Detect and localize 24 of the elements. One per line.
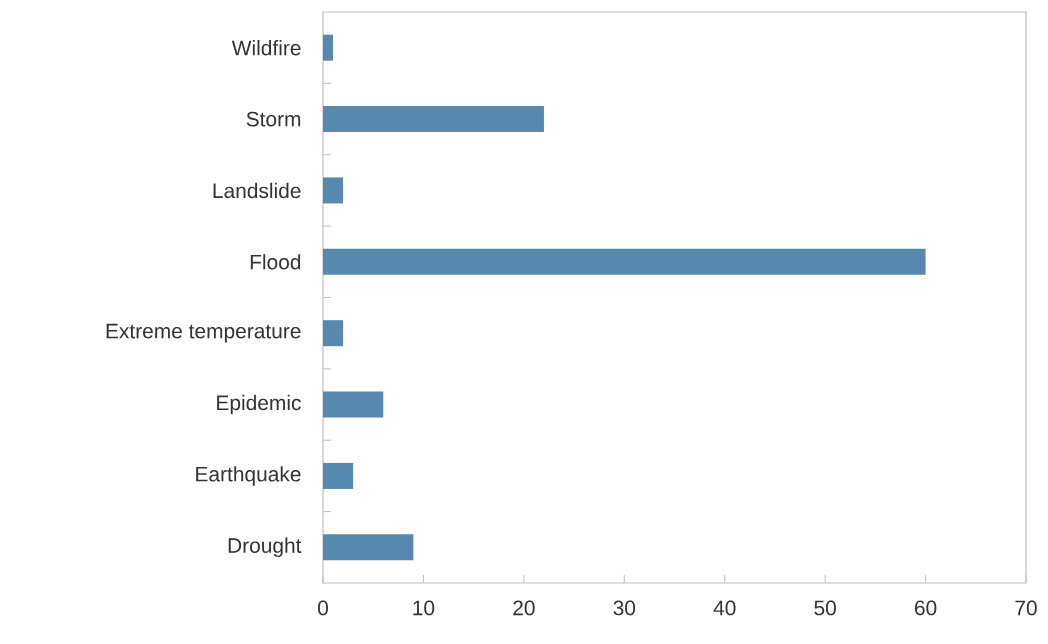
x-tick-label: 70 (1015, 600, 1037, 616)
bar (323, 34, 334, 61)
y-tick-label: Epidemic (217, 394, 301, 415)
y-tick-label: Flood (250, 254, 301, 270)
y-tick-label: Storm (246, 111, 301, 127)
y-tick-label: Wildfire (231, 40, 301, 56)
x-tick-label: 10 (413, 600, 435, 616)
x-tick-label: 60 (915, 600, 937, 616)
x-tick-label: 30 (613, 600, 636, 616)
bar (323, 248, 926, 275)
y-tick-label: Landslide (213, 182, 301, 199)
x-tick-label: 0 (318, 600, 328, 616)
y-tick-label: Extreme temperature (106, 323, 301, 343)
y-tick-label: Earthquake (196, 466, 301, 486)
bar (323, 462, 354, 489)
x-tick-label: 50 (814, 600, 836, 616)
y-tick-label: Drought (228, 537, 302, 558)
bar (323, 106, 544, 133)
x-tick-label: 20 (513, 600, 535, 616)
bar (323, 177, 344, 204)
bar (323, 534, 414, 561)
bar (323, 391, 384, 418)
x-tick-label: 40 (713, 600, 736, 616)
bar (323, 320, 344, 347)
